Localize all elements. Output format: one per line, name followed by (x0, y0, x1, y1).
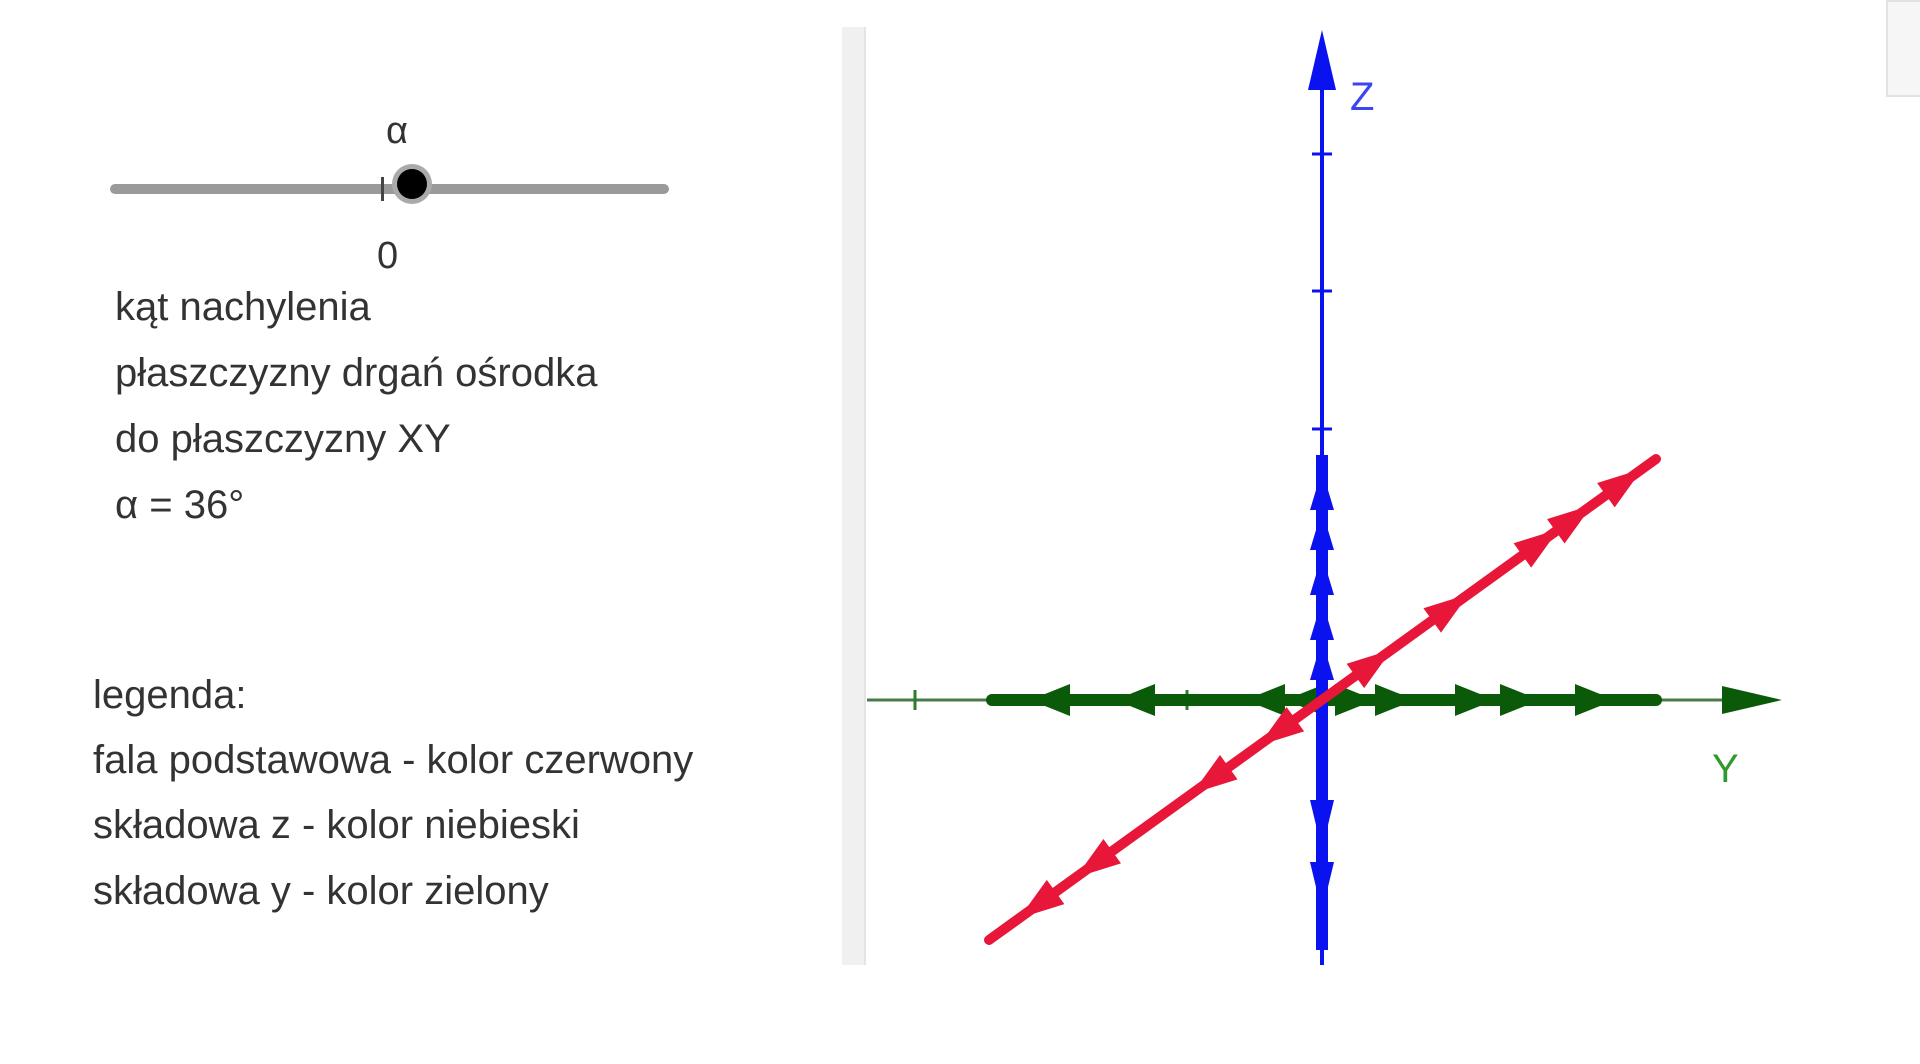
base-wave-arrow-icon (1075, 839, 1121, 878)
y-component-arrow-icon (1375, 684, 1415, 716)
base-wave-arrow-icon (1258, 707, 1305, 746)
base-wave-arrow-icon (1346, 649, 1392, 689)
z-component-arrow-icon (1310, 555, 1334, 595)
slider-label: α (386, 110, 408, 152)
legend-item-red: fala podstawowa - kolor czerwony (93, 738, 694, 782)
base-wave-arrow-icon (1597, 468, 1643, 508)
y-axis-arrow-icon (1722, 686, 1782, 714)
y-component-arrow-icon (1455, 684, 1495, 716)
z-component-arrow-icon (1310, 470, 1334, 510)
z-component-arrow-icon (1310, 862, 1334, 912)
panel-divider[interactable] (842, 27, 866, 965)
z-component-arrow-icon (1310, 510, 1334, 550)
legend-item-green: składowa y - kolor zielony (93, 869, 549, 913)
slider-zero-tick (381, 177, 384, 201)
base-wave-arrow-icon (1019, 879, 1065, 919)
z-component-arrow-icon (1310, 800, 1334, 850)
alpha-value-text: α = 36° (115, 483, 245, 527)
z-axis-label: Z (1350, 75, 1374, 119)
description-line: do płaszczyzny XY (115, 417, 451, 461)
y-component-arrow-icon (1245, 684, 1285, 716)
y-component-arrow-icon (1335, 684, 1375, 716)
base-wave-arrow-icon (1547, 504, 1593, 544)
base-wave-arrow-icon (1192, 755, 1238, 794)
y-component-arrow-icon (1115, 684, 1155, 716)
legend-title: legenda: (93, 673, 247, 717)
z-component-arrow-icon (1310, 640, 1334, 680)
base-wave-arrow-icon (1423, 594, 1469, 633)
alpha-slider-track[interactable] (110, 184, 669, 194)
z-component-arrow-icon (1310, 600, 1334, 640)
legend-item-blue: składowa z - kolor niebieski (93, 803, 580, 847)
y-component-arrow-icon (1030, 684, 1070, 716)
corner-button[interactable] (1886, 0, 1920, 97)
description-line: płaszczyzny drgań ośrodka (115, 351, 598, 395)
description-line: kąt nachylenia (115, 285, 371, 329)
y-axis-label: Y (1712, 747, 1739, 791)
y-component-arrow-icon (1500, 684, 1540, 716)
y-component-arrow-icon (1575, 684, 1615, 716)
alpha-slider-handle[interactable] (397, 169, 427, 199)
base-wave-arrow-icon (1513, 529, 1559, 568)
slider-min-label: 0 (377, 235, 399, 277)
z-axis-arrow-icon (1308, 30, 1336, 90)
